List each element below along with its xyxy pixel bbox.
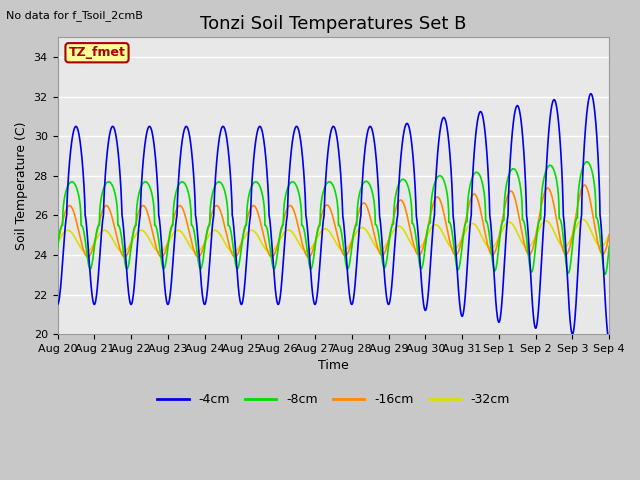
Legend: -4cm, -8cm, -16cm, -32cm: -4cm, -8cm, -16cm, -32cm [152, 388, 515, 411]
Title: Tonzi Soil Temperatures Set B: Tonzi Soil Temperatures Set B [200, 15, 467, 33]
X-axis label: Time: Time [318, 360, 349, 372]
Text: TZ_fmet: TZ_fmet [68, 46, 125, 59]
Y-axis label: Soil Temperature (C): Soil Temperature (C) [15, 121, 28, 250]
Text: No data for f_Tsoil_2cmB: No data for f_Tsoil_2cmB [6, 10, 143, 21]
